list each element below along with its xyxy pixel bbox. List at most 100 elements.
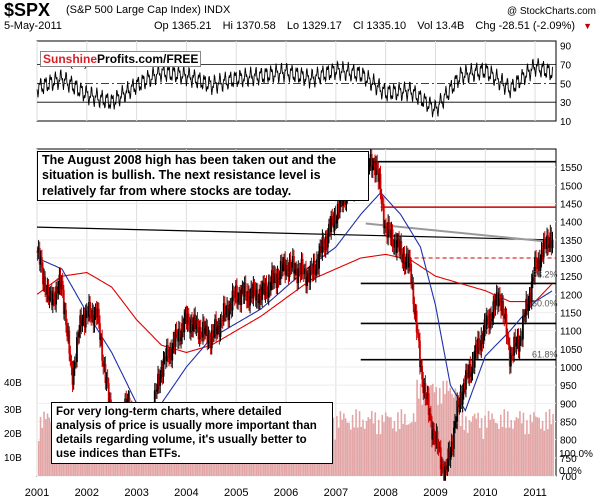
price-bar-body (425, 397, 428, 399)
price-bar-body (79, 315, 82, 333)
price-bar-body (437, 446, 440, 449)
price-bar-body (424, 383, 427, 398)
price-bar-body (481, 335, 484, 345)
price-bar-body (287, 268, 290, 277)
price-bar-body (466, 370, 468, 373)
price-bar-body (262, 282, 265, 287)
rsi-tick-label: 90 (560, 42, 572, 53)
price-bar-body (461, 392, 464, 405)
price-bar-body (525, 298, 528, 315)
price-bar-body (248, 291, 250, 306)
price-bar-body (179, 328, 181, 341)
price-bar-body (85, 310, 88, 312)
volume-bar (526, 420, 528, 476)
price-bar-body (253, 284, 256, 290)
volume-bar (376, 434, 378, 476)
price-bar-body (446, 465, 449, 470)
price-bar-body (551, 239, 554, 249)
volume-bar (501, 426, 504, 476)
price-bar-body (206, 325, 209, 344)
volume-bar (536, 417, 539, 476)
price-bar-body (288, 259, 291, 277)
price-bar-body (153, 390, 156, 414)
volume-bar (513, 420, 516, 476)
price-tick-label: 800 (560, 436, 577, 447)
x-tick-label: 2005 (224, 487, 248, 499)
volume-bar (381, 414, 384, 476)
price-bar-body (170, 347, 173, 361)
price-bar-body (188, 325, 191, 333)
volume-bar (459, 426, 462, 476)
price-bar-body (474, 344, 477, 351)
price-bar-body (468, 364, 471, 378)
price-bar-body (47, 284, 50, 301)
price-bar-body (489, 313, 491, 329)
volume-bar (377, 419, 380, 476)
price-bar-body (496, 292, 499, 307)
volume-bar (447, 390, 450, 476)
price-bar-body (74, 361, 77, 363)
price-bar-body (108, 399, 111, 404)
volume-bar (529, 414, 532, 476)
price-bar-body (460, 391, 463, 405)
price-stats: Op 1365.21 Hi 1370.58 Lo 1329.17 Cl 1335… (154, 20, 592, 32)
price-bar-body (312, 260, 315, 274)
price-bar-body (435, 431, 438, 444)
price-bar-body (282, 264, 284, 272)
price-bar-body (88, 302, 90, 317)
price-bar-body (491, 319, 494, 322)
volume-bar (423, 390, 425, 476)
volume-bar (533, 412, 535, 476)
price-bar-body (238, 292, 241, 300)
price-bar-body (535, 257, 537, 267)
price-bar-body (331, 216, 334, 219)
volume-tick-label: 20B (4, 429, 22, 440)
price-bar-body (550, 232, 553, 249)
price-bar-body (479, 346, 482, 351)
price-bar-body (298, 268, 301, 271)
volume-bar (344, 418, 347, 476)
price-bar-body (308, 273, 311, 283)
price-bar-body (300, 259, 303, 275)
volume-bar (494, 422, 497, 476)
price-bar-body (176, 333, 179, 342)
price-bar-body (531, 275, 534, 282)
volume-bar (475, 418, 478, 476)
price-bar-body (537, 257, 540, 269)
price-bar-body (239, 292, 242, 306)
price-bar-body (228, 308, 231, 321)
logo-word-sunshine: Sunshine (43, 52, 98, 66)
volume-bar (428, 387, 431, 476)
price-bar-body (284, 259, 287, 276)
price-bar-body (185, 312, 188, 324)
price-bar-body (49, 290, 52, 296)
price-bar-body (506, 336, 509, 338)
price-bar-body (529, 293, 532, 302)
price-bar-body (387, 222, 390, 238)
price-bar-body (166, 345, 169, 357)
price-bar-body (219, 319, 222, 337)
volume-bar (343, 413, 345, 476)
price-bar-body (522, 316, 524, 340)
price-bar-body (502, 301, 505, 316)
volume-value: Vol 13.4B (417, 20, 465, 32)
price-bar-body (45, 292, 48, 295)
price-bar-body (416, 332, 419, 334)
price-bar-body (422, 379, 425, 394)
price-bar-body (402, 253, 405, 264)
price-tick-label: 850 (560, 418, 577, 429)
price-bar-body (391, 229, 394, 248)
volume-bar (362, 419, 364, 476)
price-bar-body (457, 400, 460, 408)
volume-bar (506, 411, 509, 476)
price-bar-body (274, 273, 277, 276)
price-bar-body (91, 310, 94, 319)
volume-bar (346, 422, 349, 476)
price-bar-body (200, 336, 203, 338)
price-bar-body (168, 356, 170, 359)
price-bar-body (458, 404, 461, 408)
price-bar-body (516, 335, 519, 344)
volume-bar (348, 422, 350, 476)
price-bar-body (473, 350, 476, 368)
rsi-tick-label: 10 (560, 117, 572, 128)
